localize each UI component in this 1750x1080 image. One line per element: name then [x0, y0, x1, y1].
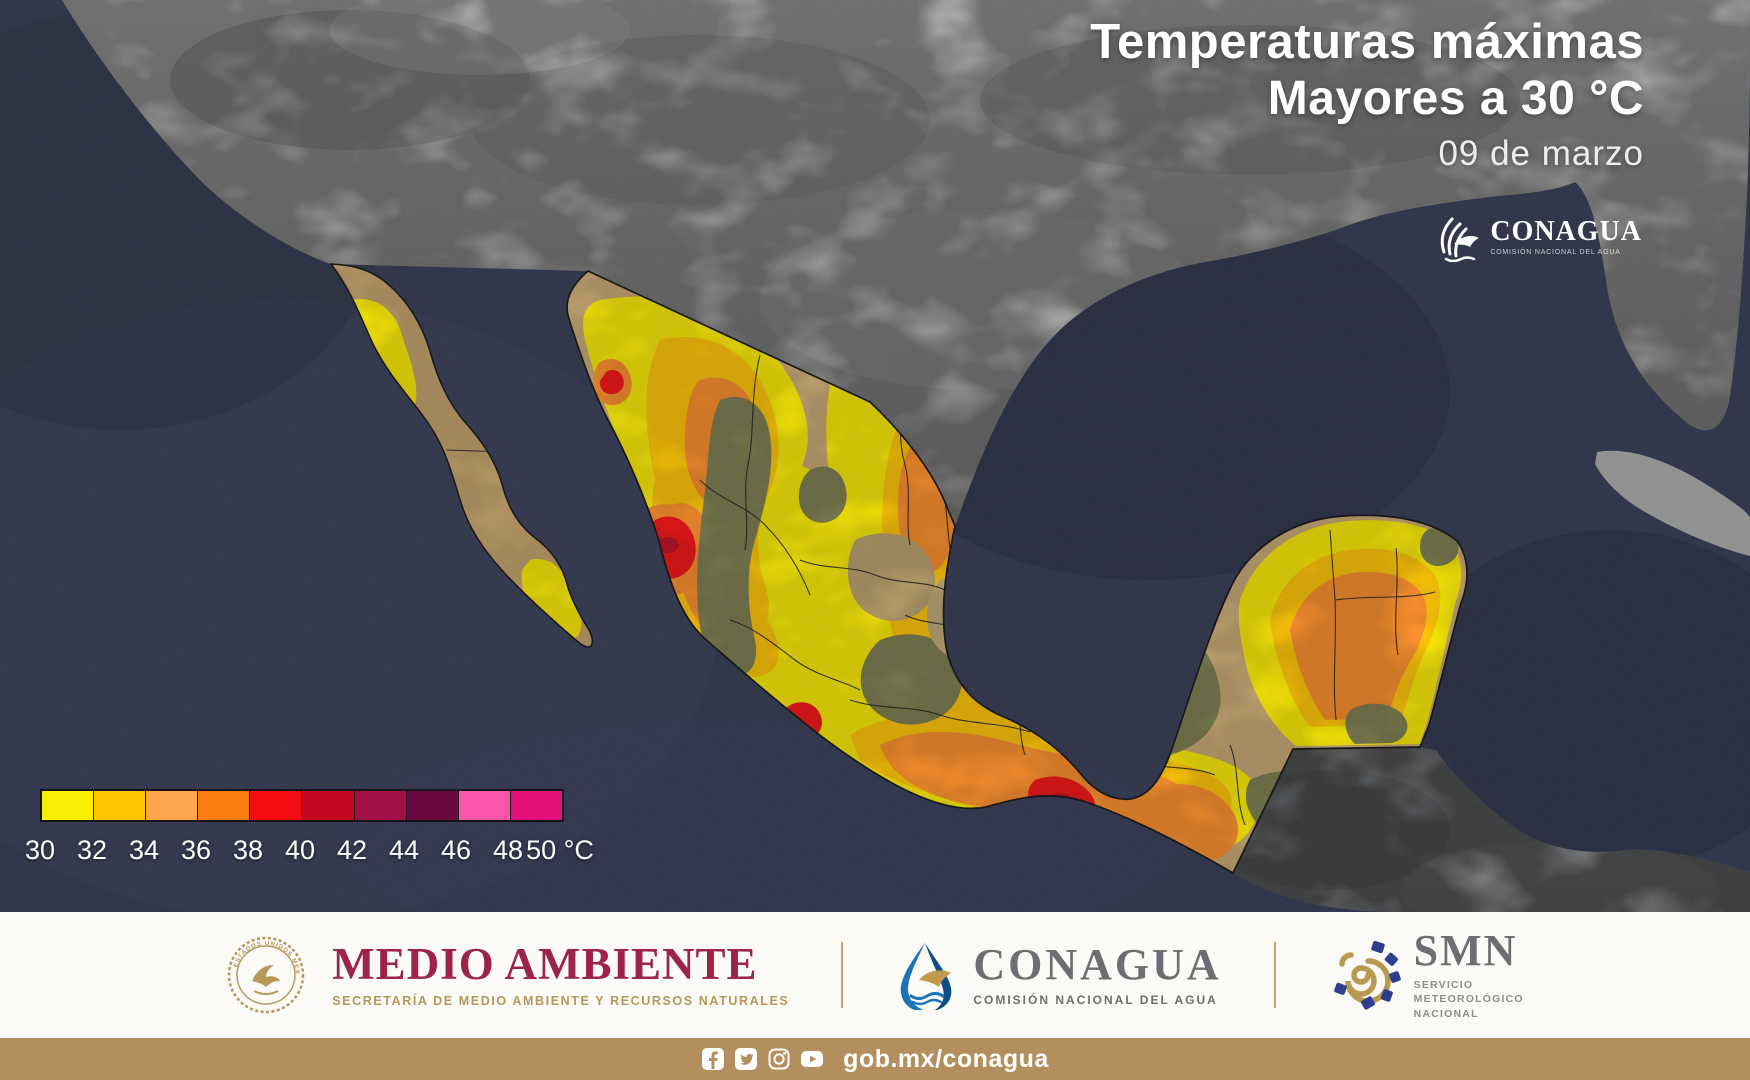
legend-cell	[94, 791, 147, 820]
legend-tick-label: 32	[76, 835, 108, 865]
conagua-footer-subtitle: COMISIÓN NACIONAL DEL AGUA	[973, 992, 1218, 1007]
semarnat-logo: MEDIO AMBIENTE SECRETARÍA DE MEDIO AMBIE…	[332, 938, 790, 1008]
legend-tick-label: 34	[128, 835, 160, 865]
title-block: Temperaturas máximas Mayores a 30 °C 09 …	[1090, 16, 1644, 174]
smn-subtitle-line: METEOROLÓGICO	[1413, 993, 1524, 1006]
smn-logo: SMN SERVICIO METEOROLÓGICO NACIONAL	[1328, 929, 1524, 1021]
legend-tick-label: 50 °C	[526, 835, 594, 865]
legend-cell	[458, 791, 511, 820]
youtube-icon	[801, 1051, 824, 1067]
legend-cell	[354, 791, 407, 820]
map-grain	[0, 0, 1750, 912]
twitter-icon	[735, 1048, 758, 1070]
legend-tick-label: 42	[336, 835, 368, 865]
legend-tick-label: 36	[180, 835, 212, 865]
legend-cell	[406, 791, 459, 820]
facebook-icon	[702, 1048, 725, 1070]
smn-subtitle-line: NACIONAL	[1413, 1007, 1479, 1020]
corner-logo-subtitle: COMISIÓN NACIONAL DEL AGUA	[1490, 249, 1621, 256]
footer: ESTADOS UNIDOS MEXICANOS MEDIO AMBIENTE …	[0, 912, 1750, 1038]
legend-ticks: 30 32 34 36 38 40 42 44 46 48 50 °C	[25, 835, 594, 865]
legend-cell	[146, 791, 199, 820]
legend-tick-label: 46	[440, 835, 472, 865]
conagua-drop-icon	[901, 942, 952, 1010]
map-title: Temperaturas máximas	[1090, 15, 1644, 69]
footer-separator	[1273, 941, 1276, 1008]
legend-cell	[510, 791, 562, 820]
legend-tick-label: 40	[284, 835, 316, 865]
temperature-legend: 30 32 34 36 38 40 42 44 46 48 50 °C	[25, 789, 594, 865]
smn-title: SMN	[1413, 926, 1518, 976]
legend-cell	[302, 791, 355, 820]
map-subtitle: Mayores a 30 °C	[1267, 71, 1644, 125]
weather-map	[0, 0, 1750, 912]
gob-mx-url: gob.mx/conagua	[843, 1044, 1049, 1073]
conagua-logo: CONAGUA COMISIÓN NACIONAL DEL AGUA	[895, 940, 1221, 1010]
legend-cell	[198, 791, 251, 820]
instagram-icon	[768, 1048, 790, 1070]
legend-tick-label: 38	[232, 835, 264, 865]
legend-cell	[250, 791, 303, 820]
conagua-footer-title: CONAGUA	[973, 939, 1222, 989]
corner-logo-title: CONAGUA	[1490, 216, 1642, 247]
semarnat-subtitle: SECRETARÍA DE MEDIO AMBIENTE Y RECURSOS …	[332, 993, 790, 1008]
bottom-bar: gob.mx/conagua	[0, 1038, 1750, 1080]
legend-colorbar	[40, 789, 564, 822]
legend-cell	[42, 791, 95, 820]
footer-separator	[841, 941, 844, 1008]
map-date: 09 de marzo	[1438, 133, 1644, 173]
seal-eagle	[252, 964, 281, 987]
semarnat-title: MEDIO AMBIENTE	[332, 938, 758, 989]
semarnat-seal-icon: ESTADOS UNIDOS MEXICANOS	[226, 935, 305, 1014]
smn-subtitle: SERVICIO METEOROLÓGICO NACIONAL	[1414, 978, 1524, 1021]
legend-tick-label: 44	[388, 835, 420, 865]
legend-tick-label: 48	[492, 835, 524, 865]
conagua-bird-icon	[1441, 217, 1480, 262]
smn-spiral-icon	[1333, 940, 1401, 1010]
map-area	[0, 0, 1750, 912]
smn-subtitle-line: SERVICIO	[1413, 979, 1474, 992]
conagua-corner-logo: CONAGUA COMISIÓN NACIONAL DEL AGUA	[1436, 212, 1642, 262]
legend-tick-label: 30	[24, 835, 56, 865]
